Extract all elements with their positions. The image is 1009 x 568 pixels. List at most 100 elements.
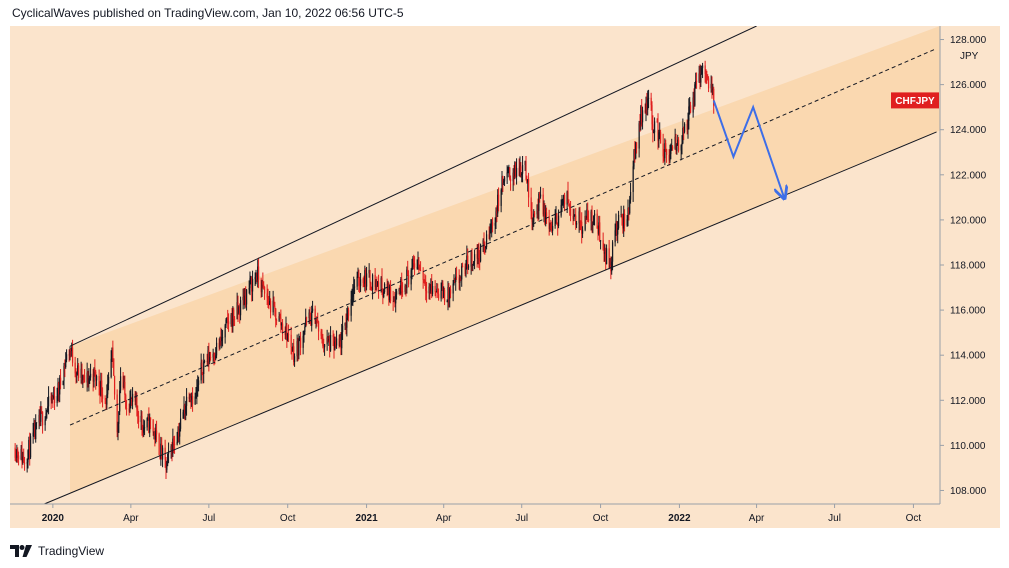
candle-body bbox=[125, 394, 127, 409]
candle-body bbox=[572, 215, 574, 220]
candle-body bbox=[287, 334, 289, 341]
candle-body bbox=[176, 441, 178, 445]
candle-body bbox=[687, 120, 689, 130]
price-chart[interactable]: 128.000 126.000 124.000 122.000 120.000 118.0… bbox=[0, 26, 1009, 540]
projection-path[interactable] bbox=[712, 100, 784, 197]
candle-body bbox=[419, 270, 422, 272]
candle-body bbox=[29, 436, 32, 458]
candle-body bbox=[641, 106, 643, 123]
time-tick-label: Oct bbox=[906, 513, 922, 524]
candle-body bbox=[490, 228, 492, 230]
chart-area[interactable]: 128.000 126.000 124.000 122.000 120.000 118.0… bbox=[0, 26, 1009, 540]
candle-body bbox=[374, 274, 376, 287]
candle-body bbox=[460, 278, 462, 280]
candle-body bbox=[212, 354, 214, 358]
symbol-label-background bbox=[891, 92, 939, 109]
footer-branding[interactable]: TradingView bbox=[10, 542, 104, 560]
candle-body bbox=[268, 301, 270, 305]
candle-body bbox=[507, 168, 509, 173]
candle-body bbox=[47, 396, 50, 407]
candle-body bbox=[467, 255, 469, 268]
symbol-price-label[interactable]: CHFJPY bbox=[891, 92, 939, 109]
candle-body bbox=[381, 278, 383, 290]
candle-body bbox=[665, 149, 668, 155]
candle-body bbox=[485, 247, 487, 248]
candle-body bbox=[455, 276, 458, 278]
candle-body bbox=[431, 286, 434, 294]
candle-body bbox=[332, 335, 334, 338]
candle-body bbox=[308, 312, 310, 319]
candle-body bbox=[539, 193, 541, 197]
candle-body bbox=[424, 280, 426, 285]
candle-body bbox=[626, 219, 628, 226]
candle-body bbox=[113, 358, 115, 376]
candle-body bbox=[71, 347, 74, 363]
candle-body bbox=[710, 83, 712, 89]
candle-body bbox=[297, 341, 299, 356]
candle-body bbox=[141, 415, 143, 427]
candle-body bbox=[344, 323, 346, 326]
candle-body bbox=[585, 216, 587, 219]
candle-body bbox=[224, 325, 226, 338]
channel-median-line[interactable] bbox=[69, 48, 937, 426]
candle-body bbox=[28, 439, 30, 451]
candle-body bbox=[659, 132, 662, 144]
candle-body bbox=[285, 325, 287, 336]
candle-body bbox=[419, 267, 421, 271]
candle-body bbox=[334, 341, 336, 351]
candle-body bbox=[179, 418, 182, 429]
candle-body bbox=[243, 297, 245, 305]
candle-body bbox=[207, 350, 209, 363]
candle-body bbox=[95, 371, 97, 381]
candle-body bbox=[290, 334, 292, 347]
candle-body bbox=[695, 80, 698, 82]
candle-body bbox=[706, 73, 708, 78]
candle-body bbox=[45, 412, 47, 420]
candle-body bbox=[53, 396, 55, 399]
candle-body bbox=[328, 339, 330, 341]
candle-body bbox=[485, 234, 488, 248]
candle-body bbox=[137, 415, 140, 423]
candle-body bbox=[213, 354, 215, 358]
candle-body bbox=[653, 132, 655, 134]
candle-body bbox=[663, 156, 665, 159]
candle-body bbox=[221, 337, 223, 342]
candle-body bbox=[76, 373, 78, 375]
candle-body bbox=[422, 270, 424, 280]
candle-body bbox=[215, 355, 217, 359]
candle-body bbox=[236, 302, 238, 320]
channel-upper-line[interactable] bbox=[69, 26, 757, 347]
candle-body bbox=[623, 213, 626, 226]
candle-body bbox=[320, 331, 322, 336]
candle-body bbox=[503, 181, 505, 183]
candle-body bbox=[416, 267, 418, 269]
candle-body bbox=[14, 447, 16, 458]
candle-body bbox=[466, 255, 468, 268]
candle-body bbox=[167, 453, 169, 462]
time-axis[interactable] bbox=[10, 504, 1000, 528]
price-tick-label: 124.000 bbox=[950, 125, 987, 136]
candle-body bbox=[87, 372, 89, 384]
candle-body bbox=[215, 342, 218, 356]
candle-body bbox=[214, 357, 216, 359]
candle-body bbox=[442, 283, 444, 298]
candle-body bbox=[197, 380, 200, 385]
candle-body bbox=[521, 173, 523, 176]
candle-body bbox=[160, 443, 162, 459]
candle-body bbox=[39, 414, 41, 422]
candle-body bbox=[658, 132, 660, 141]
price-axis[interactable] bbox=[940, 26, 1000, 518]
candle-body bbox=[47, 406, 49, 412]
candle-body bbox=[135, 397, 137, 402]
candle-body bbox=[608, 248, 610, 269]
candle-body bbox=[227, 321, 230, 325]
candle-body bbox=[544, 209, 546, 224]
candle-body bbox=[155, 430, 158, 435]
candle-body bbox=[363, 283, 365, 284]
price-tick-label: 112.000 bbox=[950, 396, 986, 407]
candle-body bbox=[83, 375, 86, 383]
candle-body bbox=[472, 264, 474, 266]
candle-body bbox=[20, 448, 22, 460]
candle-body bbox=[611, 242, 614, 262]
candle-body bbox=[689, 105, 691, 107]
